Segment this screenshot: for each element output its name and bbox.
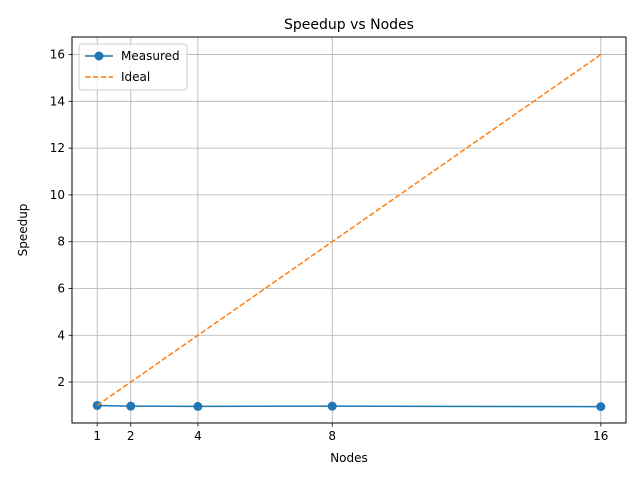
legend-label-ideal: Ideal <box>121 70 150 84</box>
y-tick-label: 4 <box>57 328 65 342</box>
y-tick-label: 10 <box>50 188 65 202</box>
x-tick-label: 4 <box>194 429 202 443</box>
data-point-measured <box>92 400 102 410</box>
x-tick-label: 1 <box>93 429 101 443</box>
x-axis-label: Nodes <box>330 451 368 465</box>
y-tick-label: 16 <box>50 48 65 62</box>
legend-marker-measured <box>94 51 104 61</box>
data-point-measured <box>327 401 337 411</box>
x-tick-label: 8 <box>328 429 336 443</box>
series-line-ideal <box>96 53 602 407</box>
legend: Measured Ideal <box>78 43 188 91</box>
grid-lines <box>72 37 626 423</box>
y-tick-label: 2 <box>57 375 65 389</box>
y-tick-label: 8 <box>57 235 65 249</box>
data-point-measured <box>126 401 136 411</box>
y-tick-label: 14 <box>50 94 65 108</box>
y-tick-label: 12 <box>50 141 65 155</box>
data-point-measured <box>193 401 203 411</box>
series-layer <box>92 53 606 412</box>
x-tick-label: 16 <box>593 429 608 443</box>
chart-title: Speedup vs Nodes <box>284 17 414 33</box>
x-tick-label: 2 <box>127 429 135 443</box>
legend-label-measured: Measured <box>121 49 180 63</box>
y-axis-label: Speedup <box>16 204 30 257</box>
y-tick-label: 6 <box>57 281 65 295</box>
data-point-measured <box>596 402 606 412</box>
plot-frame <box>71 36 627 424</box>
